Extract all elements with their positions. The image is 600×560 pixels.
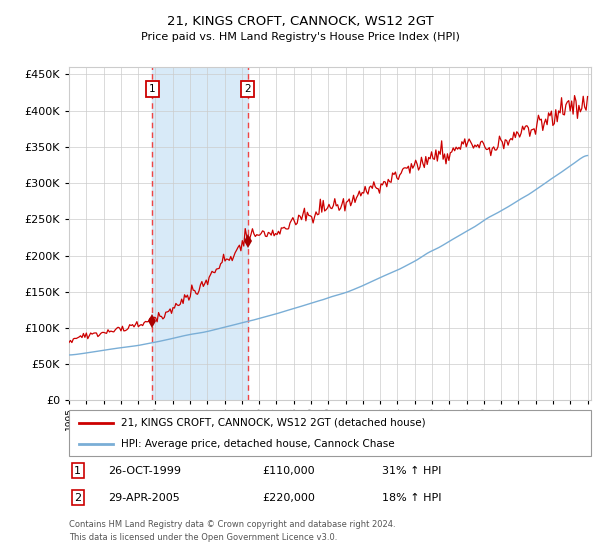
- Bar: [152, 67, 248, 400]
- Text: £110,000: £110,000: [262, 466, 315, 476]
- Text: 1: 1: [74, 466, 81, 476]
- Text: 1: 1: [149, 84, 155, 94]
- Text: HPI: Average price, detached house, Cannock Chase: HPI: Average price, detached house, Cann…: [121, 439, 395, 449]
- Text: 21, KINGS CROFT, CANNOCK, WS12 2GT: 21, KINGS CROFT, CANNOCK, WS12 2GT: [167, 15, 433, 28]
- Text: 2: 2: [74, 492, 82, 502]
- Text: 18% ↑ HPI: 18% ↑ HPI: [382, 492, 442, 502]
- Text: This data is licensed under the Open Government Licence v3.0.: This data is licensed under the Open Gov…: [69, 533, 337, 542]
- Text: 31% ↑ HPI: 31% ↑ HPI: [382, 466, 442, 476]
- Text: Price paid vs. HM Land Registry's House Price Index (HPI): Price paid vs. HM Land Registry's House …: [140, 32, 460, 43]
- FancyBboxPatch shape: [69, 410, 591, 456]
- Text: 29-APR-2005: 29-APR-2005: [108, 492, 180, 502]
- Text: Contains HM Land Registry data © Crown copyright and database right 2024.: Contains HM Land Registry data © Crown c…: [69, 520, 395, 529]
- Text: 2: 2: [244, 84, 251, 94]
- Text: 26-OCT-1999: 26-OCT-1999: [108, 466, 181, 476]
- Text: £220,000: £220,000: [262, 492, 315, 502]
- Text: 21, KINGS CROFT, CANNOCK, WS12 2GT (detached house): 21, KINGS CROFT, CANNOCK, WS12 2GT (deta…: [121, 418, 426, 428]
